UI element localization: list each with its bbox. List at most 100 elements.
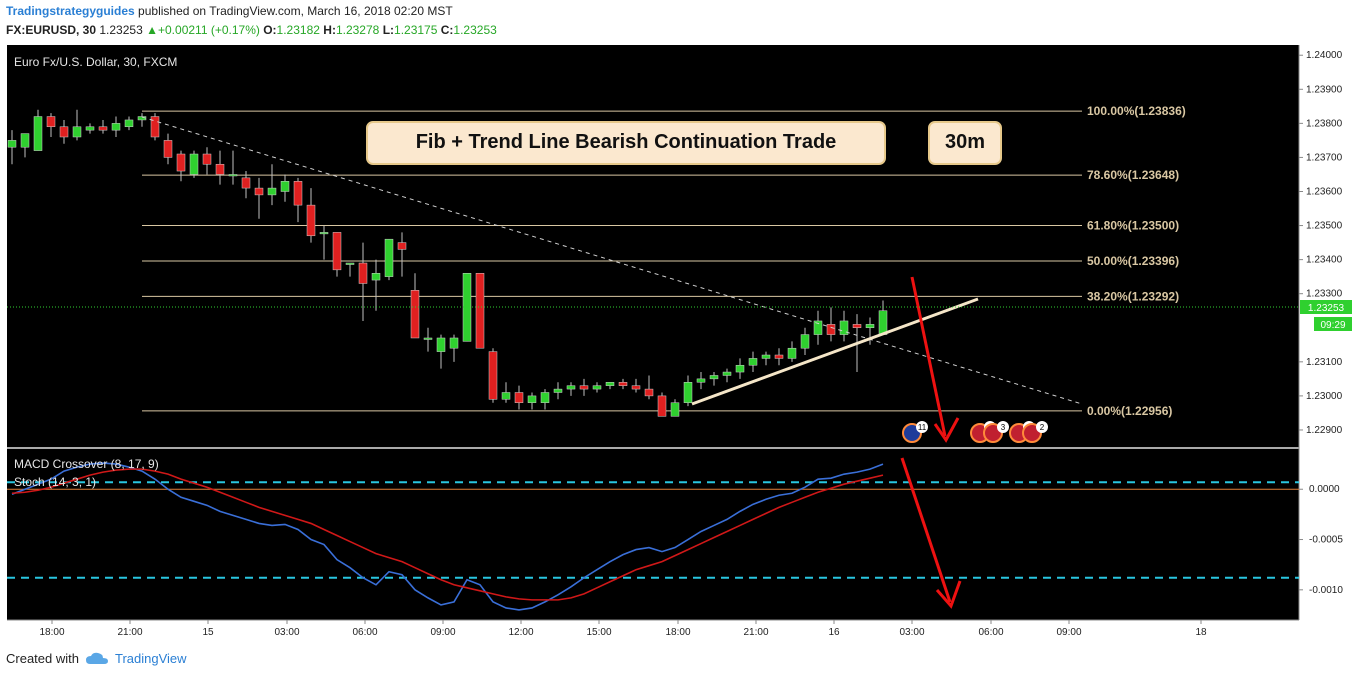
candle[interactable] xyxy=(306,204,316,237)
candle[interactable] xyxy=(384,238,394,277)
candle[interactable] xyxy=(228,174,238,177)
candle[interactable] xyxy=(631,385,641,390)
candle[interactable] xyxy=(696,378,706,383)
candle[interactable] xyxy=(7,140,17,148)
candle[interactable] xyxy=(85,126,95,131)
candle[interactable] xyxy=(774,354,784,359)
candle[interactable] xyxy=(293,181,303,206)
candle[interactable] xyxy=(566,385,576,390)
candle[interactable] xyxy=(722,371,732,376)
candle[interactable] xyxy=(683,382,693,403)
candle[interactable] xyxy=(657,395,667,417)
candle[interactable] xyxy=(267,187,277,196)
candle[interactable] xyxy=(865,324,875,329)
candle[interactable] xyxy=(852,324,862,329)
candle[interactable] xyxy=(748,358,758,366)
price-tick-label: 1.24000 xyxy=(1306,50,1343,61)
event-count: 11 xyxy=(918,423,927,432)
price-tick-label: 1.23300 xyxy=(1306,289,1343,300)
price-tick-label: 1.23000 xyxy=(1306,391,1343,402)
time-tick-label: 18:00 xyxy=(39,627,64,638)
candle[interactable] xyxy=(449,337,459,349)
fib-level-label: 38.20%(1.23292) xyxy=(1087,289,1179,303)
candle[interactable] xyxy=(72,126,82,138)
price-tick-label: 1.23900 xyxy=(1306,84,1343,95)
downtrend-line xyxy=(141,116,1083,405)
candle[interactable] xyxy=(176,153,186,172)
candle[interactable] xyxy=(111,123,121,131)
candle[interactable] xyxy=(319,232,329,235)
time-axis[interactable] xyxy=(7,620,1299,642)
candle[interactable] xyxy=(592,385,602,390)
candle[interactable] xyxy=(670,402,680,417)
timeframe-badge: 30m xyxy=(928,121,1002,165)
indicator-title-macd: MACD Crossover (8, 17, 9) xyxy=(14,457,159,471)
candle[interactable] xyxy=(371,273,381,281)
candle[interactable] xyxy=(826,324,836,335)
fib-level-label: 78.60%(1.23648) xyxy=(1087,168,1179,182)
candle[interactable] xyxy=(735,364,745,373)
time-tick-label: 15:00 xyxy=(586,627,611,638)
candle[interactable] xyxy=(20,133,30,148)
candle[interactable] xyxy=(137,116,147,121)
candle[interactable] xyxy=(787,347,797,359)
up-triangle-icon: ▲ xyxy=(146,23,158,37)
price-tick-label: 1.23700 xyxy=(1306,152,1343,163)
candle[interactable] xyxy=(878,310,888,335)
candle[interactable] xyxy=(527,395,537,403)
candle[interactable] xyxy=(241,177,251,189)
candle[interactable] xyxy=(46,116,56,128)
created-with-label: Created with xyxy=(6,651,79,666)
candle[interactable] xyxy=(488,351,498,400)
candle[interactable] xyxy=(358,262,368,284)
tradingview-link[interactable]: TradingView xyxy=(114,651,187,666)
candle[interactable] xyxy=(501,392,511,400)
candle[interactable] xyxy=(189,153,199,175)
candle[interactable] xyxy=(410,290,420,339)
candle[interactable] xyxy=(423,337,433,340)
candle[interactable] xyxy=(124,119,134,128)
fib-level-label: 0.00%(1.22956) xyxy=(1087,404,1172,418)
candle[interactable] xyxy=(540,392,550,403)
time-tick-label: 03:00 xyxy=(274,627,299,638)
candle[interactable] xyxy=(163,140,173,158)
candle[interactable] xyxy=(59,126,69,138)
candle[interactable] xyxy=(280,181,290,192)
candle[interactable] xyxy=(397,242,407,250)
candle[interactable] xyxy=(813,320,823,335)
indicator-title-stoch: Stoch (14, 3, 1) xyxy=(14,475,96,489)
candle[interactable] xyxy=(553,388,563,393)
author-link[interactable]: Tradingstrategyguides xyxy=(6,4,135,18)
candle[interactable] xyxy=(618,382,628,386)
candle[interactable] xyxy=(605,382,615,386)
candle[interactable] xyxy=(800,334,810,349)
chart-header: Tradingstrategyguides published on Tradi… xyxy=(6,2,1346,42)
candle[interactable] xyxy=(436,337,446,352)
time-tick-label: 03:00 xyxy=(899,627,924,638)
candle[interactable] xyxy=(202,153,212,165)
candle[interactable] xyxy=(709,375,719,380)
event-badges[interactable]: 11 4 3 6 2 xyxy=(902,421,1048,443)
footer: Created with TradingView xyxy=(6,648,187,670)
low-value: 1.23175 xyxy=(394,23,438,37)
candle[interactable] xyxy=(761,354,771,359)
candle[interactable] xyxy=(150,116,160,138)
candle[interactable] xyxy=(332,232,342,271)
price-axis[interactable] xyxy=(1299,45,1353,447)
candle[interactable] xyxy=(215,163,225,175)
candle[interactable] xyxy=(579,385,589,390)
candle[interactable] xyxy=(839,320,849,335)
candle[interactable] xyxy=(644,388,654,397)
candle[interactable] xyxy=(254,187,264,196)
candle[interactable] xyxy=(33,116,43,151)
annotation-text: Fib + Trend Line Bearish Continuation Tr… xyxy=(416,131,837,153)
signal-line xyxy=(11,468,884,601)
publish-line: Tradingstrategyguides published on Tradi… xyxy=(6,2,1346,21)
candle[interactable] xyxy=(98,126,108,131)
open-label: O: xyxy=(263,23,277,37)
indicator-axis[interactable] xyxy=(1299,449,1353,620)
candle[interactable] xyxy=(475,273,485,349)
candle[interactable] xyxy=(345,262,355,265)
candle[interactable] xyxy=(514,392,524,403)
